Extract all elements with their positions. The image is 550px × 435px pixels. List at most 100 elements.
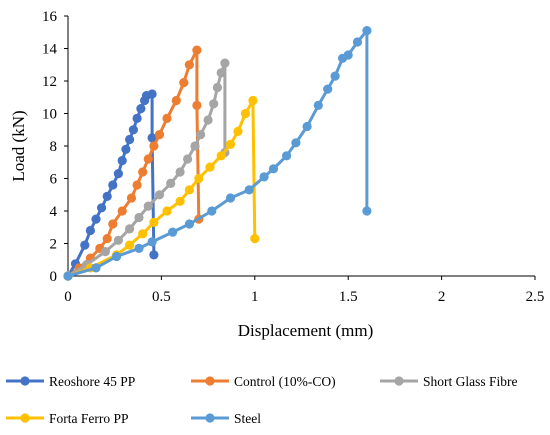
data-point: [362, 206, 372, 216]
data-point: [184, 60, 194, 70]
data-point: [125, 240, 135, 250]
y-tick-label: 4: [50, 204, 58, 220]
data-point: [138, 229, 148, 239]
data-point: [80, 240, 90, 250]
data-point: [102, 234, 112, 244]
y-tick-label: 16: [42, 9, 58, 25]
data-point: [203, 115, 213, 125]
data-point: [175, 196, 185, 206]
data-point: [113, 235, 123, 245]
data-point: [184, 219, 194, 229]
data-point: [240, 108, 251, 119]
data-point: [121, 144, 131, 154]
data-point: [149, 217, 159, 227]
data-point: [132, 113, 142, 123]
data-point: [100, 247, 110, 257]
x-tick-label: 2.5: [526, 289, 545, 305]
data-point: [233, 126, 243, 136]
data-point: [154, 130, 165, 140]
legend-label: Steel: [234, 411, 261, 426]
data-point: [225, 139, 236, 149]
data-point: [216, 68, 226, 78]
data-point: [143, 154, 153, 164]
data-point: [343, 50, 353, 60]
data-point: [212, 82, 222, 93]
data-point: [225, 193, 236, 203]
x-tick-label: 2: [438, 289, 446, 305]
x-tick-label: 1: [251, 289, 259, 305]
data-point: [250, 234, 260, 244]
data-point: [183, 154, 193, 164]
y-tick-label: 6: [50, 172, 58, 188]
data-point: [192, 100, 202, 110]
data-point: [102, 191, 112, 201]
data-point: [113, 169, 123, 179]
legend-label: Forta Ferro PP: [49, 411, 129, 426]
data-point: [192, 45, 202, 55]
x-tick-label: 1.5: [339, 289, 358, 305]
data-point: [184, 185, 194, 195]
data-point: [97, 203, 107, 213]
data-point: [147, 133, 157, 143]
legend: Reoshore 45 PP Control (10%-CO) Short Glas…: [6, 374, 518, 426]
data-point: [136, 104, 146, 114]
data-point: [352, 37, 363, 47]
series-steel: [63, 26, 372, 281]
data-point: [134, 212, 144, 223]
data-point: [209, 99, 219, 109]
data-point: [138, 167, 148, 177]
y-tick-label: 8: [50, 139, 58, 155]
data-point: [248, 95, 258, 106]
legend-item: Reoshore 45 PP: [6, 374, 135, 389]
legend-item: Forta Ferro PP: [6, 411, 129, 426]
data-point: [117, 206, 127, 216]
legend-item: Short Glass Fibre: [380, 374, 518, 389]
data-point: [91, 214, 101, 224]
data-point: [91, 263, 101, 273]
data-point: [205, 162, 215, 172]
data-point: [313, 100, 323, 110]
data-point: [108, 180, 118, 190]
data-point: [282, 151, 292, 161]
legend-label: Reoshore 45 PP: [49, 374, 135, 389]
x-tick-label: 0.5: [152, 289, 171, 305]
data-point: [149, 141, 159, 151]
data-point: [134, 243, 144, 253]
data-point: [175, 167, 185, 177]
data-point: [125, 134, 135, 145]
data-point: [147, 237, 157, 247]
data-point: [268, 164, 279, 174]
data-point: [302, 121, 312, 132]
data-point: [117, 156, 127, 166]
data-point: [216, 151, 226, 161]
data-point: [179, 78, 189, 88]
data-point: [149, 250, 159, 260]
legend-marker: [394, 376, 404, 386]
data-point: [154, 190, 165, 200]
data-point: [207, 206, 217, 216]
legend-marker: [205, 376, 215, 386]
legend-label: Short Glass Fibre: [423, 374, 518, 389]
data-point: [162, 113, 172, 123]
legend-label: Control (10%-CO): [234, 374, 336, 389]
y-tick-label: 12: [42, 74, 57, 90]
x-axis-title: Displacement (mm): [238, 321, 374, 340]
data-point: [259, 172, 269, 182]
data-point: [362, 26, 372, 36]
legend-marker: [20, 376, 30, 386]
data-point: [291, 138, 301, 148]
y-tick-label: 0: [50, 269, 58, 285]
series-forta-ferro-pp: [63, 95, 260, 281]
legend-item: Control (10%-CO): [191, 374, 336, 389]
y-tick-label: 10: [42, 107, 57, 123]
data-point: [330, 71, 340, 81]
data-point: [171, 95, 181, 106]
series-reoshore-45-pp: [63, 89, 159, 281]
data-point: [196, 130, 206, 140]
data-point: [132, 180, 142, 190]
data-point: [143, 201, 153, 211]
x-tick-label: 0: [64, 289, 72, 305]
data-point: [125, 224, 135, 234]
y-tick-label: 2: [50, 237, 58, 253]
